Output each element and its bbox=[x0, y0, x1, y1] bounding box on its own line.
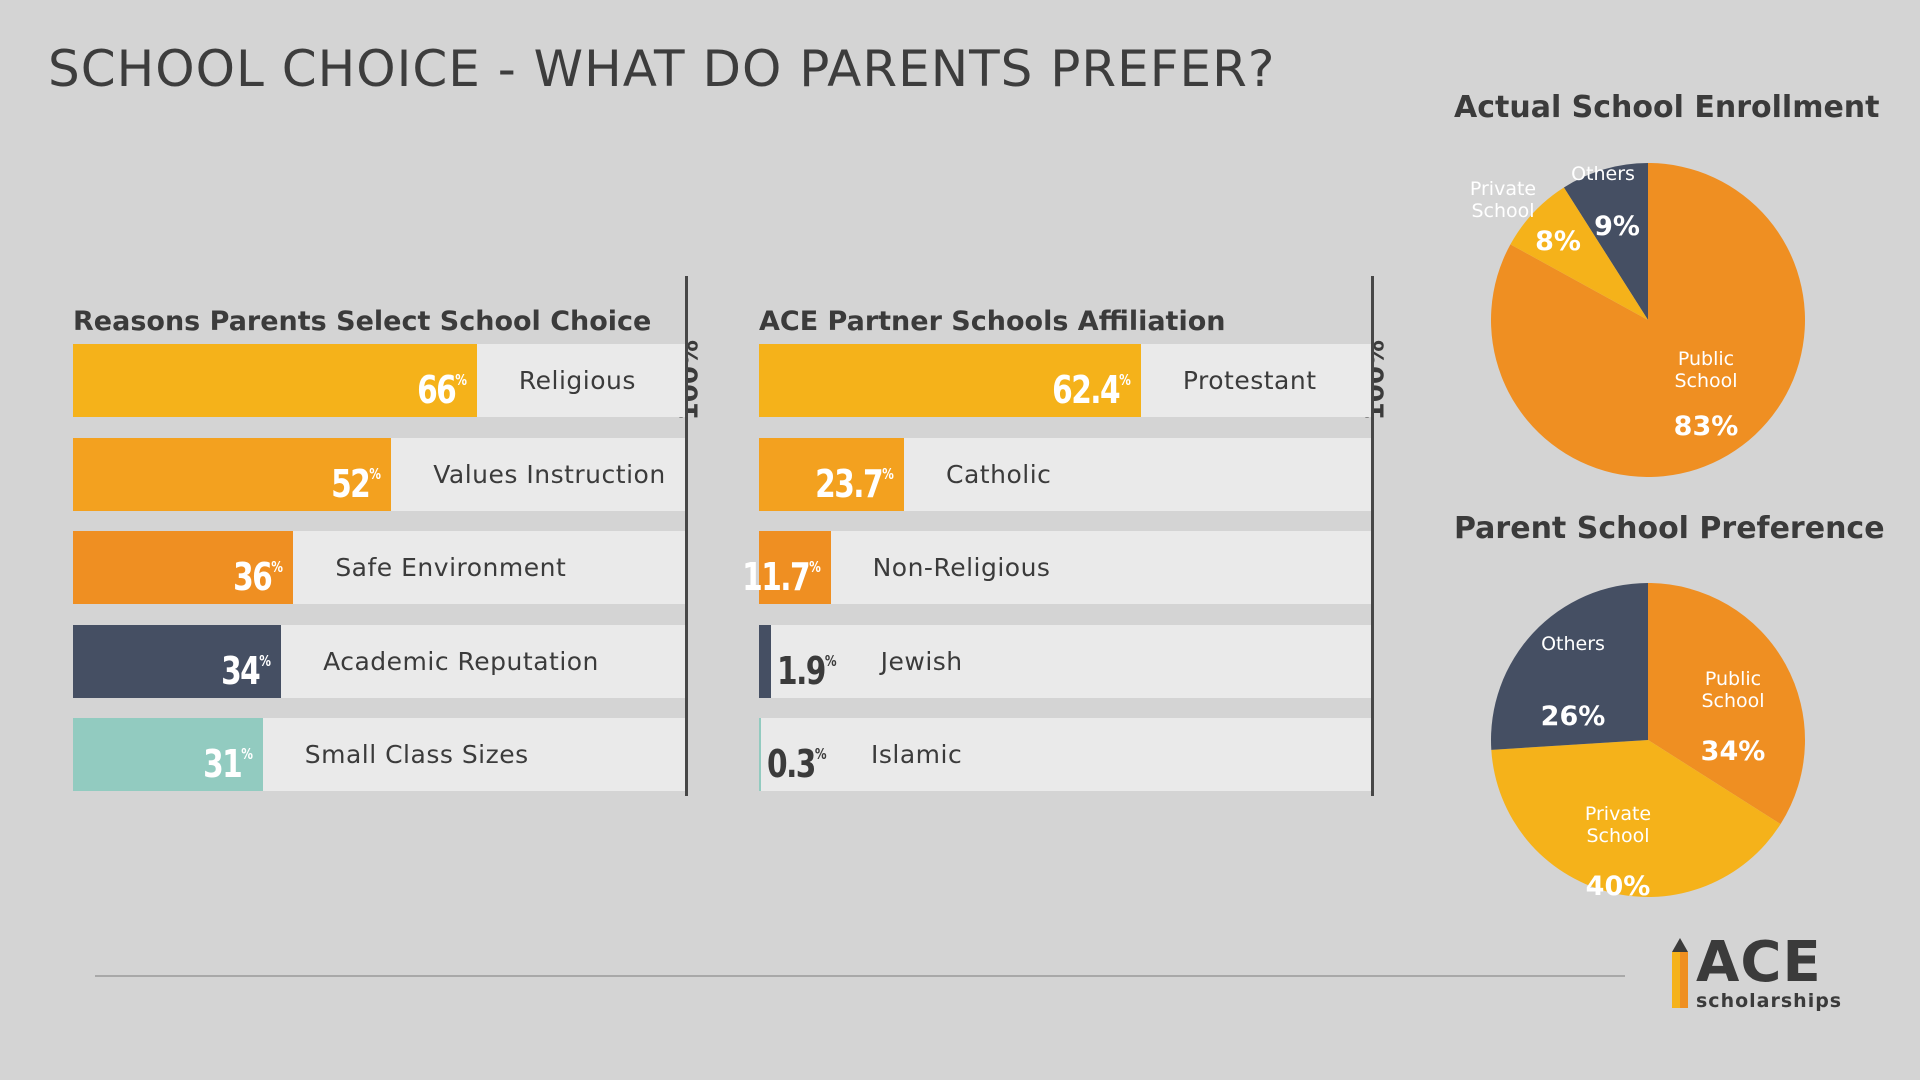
pie-slice-value: 8% bbox=[1535, 226, 1581, 257]
bar-value-unit: % bbox=[882, 464, 895, 483]
bar-row: 0.3% Islamic bbox=[759, 718, 1371, 791]
bar bbox=[73, 344, 477, 417]
pie-slice-label: School bbox=[1471, 200, 1534, 222]
bar-value-number: 0.3 bbox=[767, 742, 816, 786]
bar-value-label: 11.7% bbox=[742, 531, 821, 604]
affiliation-chart-max-line bbox=[1371, 276, 1374, 796]
pie-slice-value: 9% bbox=[1594, 211, 1640, 242]
pie-slice-value: 34% bbox=[1701, 736, 1766, 767]
bar bbox=[759, 344, 1141, 417]
bar bbox=[759, 718, 761, 791]
bar-value-unit: % bbox=[455, 371, 467, 389]
logo-subtitle: scholarships bbox=[1696, 990, 1843, 1012]
reasons-chart: Reasons Parents Select School Choice 100… bbox=[73, 276, 704, 800]
reasons-chart-title: Reasons Parents Select School Choice bbox=[73, 306, 652, 337]
pie-slice-label: Private bbox=[1585, 803, 1651, 825]
bar-value-number: 52 bbox=[331, 461, 371, 506]
bar-value-unit: % bbox=[1119, 371, 1131, 389]
ace-logo: ACE scholarships bbox=[1668, 930, 1843, 1018]
affiliation-chart: ACE Partner Schools Affiliation 100% 62.… bbox=[742, 276, 1390, 800]
pie-slice-label: School bbox=[1701, 690, 1764, 712]
bar-category-label: Islamic bbox=[871, 740, 963, 769]
affiliation-chart-title: ACE Partner Schools Affiliation bbox=[759, 306, 1226, 337]
pie-slice bbox=[1491, 740, 1781, 897]
preference-pie-title: Parent School Preference bbox=[1454, 511, 1885, 546]
bar-value-unit: % bbox=[259, 651, 272, 670]
bar-value-label: 66% bbox=[417, 344, 467, 417]
bar bbox=[73, 624, 282, 698]
pie-slice-label: Others bbox=[1571, 163, 1635, 185]
pie-slice bbox=[1491, 163, 1805, 478]
bar bbox=[73, 437, 392, 511]
bar-value-number: 1.9 bbox=[776, 648, 826, 693]
pie-slice-value: 40% bbox=[1586, 871, 1651, 900]
bar-row: 23.7% Catholic bbox=[759, 437, 1371, 511]
bar-row: 36% Safe Environment bbox=[73, 531, 685, 604]
bar-category-label: Safe Environment bbox=[335, 553, 567, 582]
bar-value-number: 62.4 bbox=[1052, 368, 1120, 412]
bar-value-label: 31% bbox=[203, 718, 253, 791]
bar-value-number: 31 bbox=[202, 742, 243, 786]
bar-value-number: 23.7 bbox=[815, 461, 883, 506]
bar-category-label: Religious bbox=[518, 366, 636, 395]
bar-category-label: Protestant bbox=[1182, 366, 1317, 395]
pie-slice bbox=[1563, 163, 1648, 320]
bar-value-label: 62.4% bbox=[1052, 344, 1131, 417]
bar-category-label: Jewish bbox=[880, 646, 963, 676]
bar-row: 34% Academic Reputation bbox=[73, 624, 685, 698]
bar bbox=[73, 531, 294, 604]
bar-value-label: 0.3% bbox=[767, 718, 827, 791]
bar-row: 62.4% Protestant bbox=[759, 344, 1371, 417]
bar bbox=[759, 531, 831, 604]
bar-value-unit: % bbox=[808, 558, 821, 576]
bar-row: 1.9% Jewish bbox=[759, 624, 1371, 698]
bar-row: 66% Religious bbox=[73, 344, 685, 417]
bar-value-number: 36 bbox=[233, 555, 273, 599]
bar-value-number: 11.7 bbox=[741, 555, 810, 599]
bar-value-number: 66 bbox=[417, 368, 457, 412]
bar-value-unit: % bbox=[241, 745, 253, 763]
pie-slice-value: 26% bbox=[1541, 701, 1606, 732]
reasons-chart-max-line bbox=[685, 276, 688, 796]
bar-value-label: 36% bbox=[233, 531, 283, 604]
bar-value-label: 52% bbox=[331, 438, 381, 511]
bar-category-label: Small Class Sizes bbox=[304, 740, 529, 769]
bar bbox=[759, 624, 771, 698]
bar bbox=[73, 718, 263, 791]
footer-divider bbox=[95, 975, 1625, 977]
pie-slice-label: Public bbox=[1705, 668, 1761, 690]
pie-slice bbox=[1648, 583, 1805, 825]
bar-value-unit: % bbox=[369, 464, 382, 483]
pie-slice-label: Private bbox=[1470, 178, 1536, 200]
bar-row: 52% Values Instruction bbox=[73, 437, 685, 511]
bar-value-label: 34% bbox=[221, 625, 271, 698]
enrollment-pie-title: Actual School Enrollment bbox=[1454, 90, 1880, 125]
bar-category-label: Catholic bbox=[946, 459, 1052, 489]
bar bbox=[759, 437, 905, 511]
bar-value-label: 1.9% bbox=[777, 625, 837, 698]
logo-name: ACE bbox=[1696, 930, 1822, 995]
pie-slice bbox=[1491, 583, 1648, 750]
pie-slice-label: Public bbox=[1678, 348, 1734, 370]
pie-slice-label: School bbox=[1586, 825, 1649, 847]
page-title: SCHOOL CHOICE - WHAT DO PARENTS PREFER? bbox=[48, 40, 1276, 98]
bar-value-unit: % bbox=[824, 651, 837, 670]
bar-category-label: Academic Reputation bbox=[323, 646, 599, 676]
bar-value-label: 23.7% bbox=[815, 438, 894, 511]
bar-row: 31% Small Class Sizes bbox=[73, 718, 685, 791]
bar-category-label: Non-Religious bbox=[872, 553, 1051, 582]
bar-value-unit: % bbox=[814, 745, 827, 763]
pie-slice bbox=[1510, 187, 1648, 320]
pie-slice-label: Others bbox=[1541, 633, 1605, 655]
pie-slice-label: School bbox=[1674, 370, 1737, 392]
bar-row: 11.7% Non-Religious bbox=[742, 531, 1371, 604]
bar-value-number: 34 bbox=[221, 648, 261, 693]
pie-slice-value: 83% bbox=[1674, 411, 1739, 442]
pencil-icon bbox=[1672, 938, 1688, 1008]
bar-value-unit: % bbox=[271, 558, 284, 576]
bar-category-label: Values Instruction bbox=[433, 459, 666, 489]
